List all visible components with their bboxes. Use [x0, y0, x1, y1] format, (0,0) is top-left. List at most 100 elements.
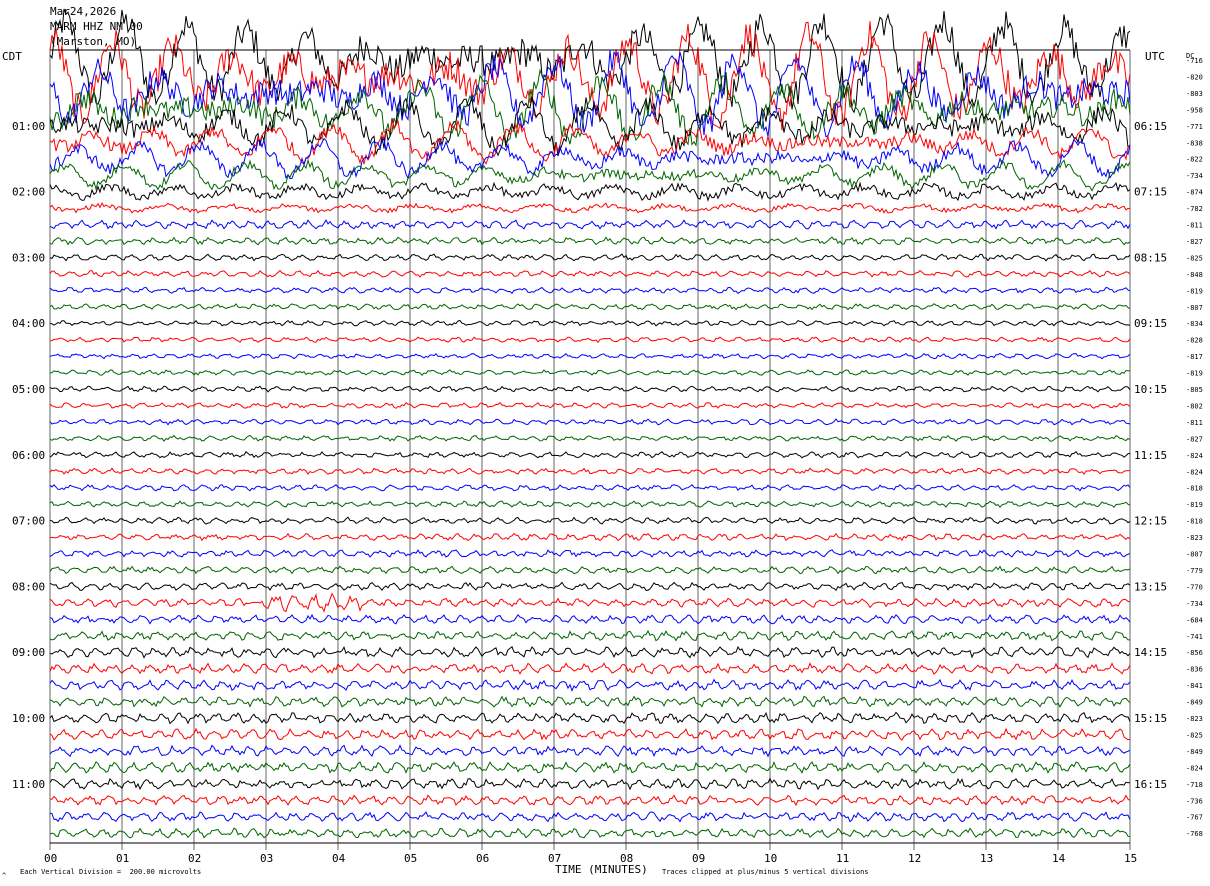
x-tick-09: 09 [692, 852, 705, 865]
right-time-label-07:15: 07:15 [1134, 186, 1167, 199]
trace-line-22 [49, 401, 1131, 409]
trace-line-36 [49, 629, 1131, 642]
minute-gridlines [49, 50, 1131, 850]
scale-note: Each Vertical Division = 200.00 microvol… [20, 868, 201, 876]
dc-offset-34: -734 [1186, 600, 1203, 608]
trace-line-5 [49, 96, 1131, 157]
dc-offset-13: -825 [1186, 254, 1203, 262]
left-time-labels: 01:00 02:00 03:00 04:00 05:00 06:00 07:00 08:00… [12, 120, 45, 791]
right-time-label-08:15: 08:15 [1134, 251, 1167, 264]
trace-line-25 [49, 450, 1131, 459]
dc-offset-25: -824 [1186, 452, 1203, 460]
trace-line-48 [49, 827, 1131, 839]
trace-line-19 [49, 352, 1131, 360]
trace-line-12 [49, 236, 1131, 246]
dc-label: DC [1186, 52, 1194, 60]
trace-line-13 [49, 253, 1131, 262]
dc-offset-38: -836 [1186, 666, 1203, 674]
trace-line-33 [49, 581, 1131, 591]
dc-offset-6: -838 [1186, 139, 1203, 147]
x-tick-12: 12 [908, 852, 921, 865]
trace-line-10 [49, 202, 1131, 214]
trace-line-8 [49, 158, 1131, 192]
x-tick-13: 13 [980, 852, 993, 865]
dc-offset-20: -819 [1186, 370, 1203, 378]
dc-offset-44: -824 [1186, 764, 1203, 772]
left-time-label-07:00: 07:00 [12, 515, 45, 528]
x-axis-ticks: 00 01 02 03 04 05 06 07 08 09 10 11 12 13 14 15 [44, 852, 1137, 865]
left-time-label-01:00: 01:00 [12, 120, 45, 133]
left-zone-label: CDT [2, 50, 22, 63]
seismic-traces [49, 8, 1131, 839]
trace-line-9 [49, 181, 1131, 202]
dc-offset-45: -718 [1186, 781, 1203, 789]
location-label: (Marston, MO) [50, 35, 136, 48]
dc-offset-26: -824 [1186, 468, 1203, 476]
dc-offset-24: -827 [1186, 435, 1203, 443]
dc-offset-32: -779 [1186, 567, 1203, 575]
dc-offset-22: -802 [1186, 402, 1203, 410]
trace-line-3 [49, 50, 1131, 138]
dc-offset-8: -734 [1186, 172, 1203, 180]
dc-offset-labels: -716 -820 -803 -958 -771 -838 -822 -734 -874 -782… [1186, 57, 1203, 838]
trace-line-20 [49, 369, 1131, 376]
dc-offset-15: -819 [1186, 287, 1203, 295]
dc-offset-17: -834 [1186, 320, 1203, 328]
trace-line-30 [49, 532, 1131, 542]
x-tick-05: 05 [404, 852, 417, 865]
dc-offset-28: -819 [1186, 501, 1203, 509]
trace-line-38 [49, 662, 1131, 675]
left-time-label-05:00: 05:00 [12, 383, 45, 396]
left-time-label-02:00: 02:00 [12, 186, 45, 199]
dc-offset-7: -822 [1186, 156, 1203, 164]
trace-line-32 [49, 565, 1131, 575]
trace-line-46 [49, 794, 1131, 807]
dc-offset-35: -684 [1186, 616, 1203, 624]
trace-line-16 [49, 303, 1131, 311]
dc-offset-5: -771 [1186, 123, 1203, 131]
trace-line-47 [49, 811, 1131, 823]
dc-offset-30: -823 [1186, 534, 1203, 542]
x-tick-02: 02 [188, 852, 201, 865]
trace-line-26 [49, 467, 1131, 475]
right-time-labels: 06:15 07:15 08:15 09:15 10:15 11:15 12:15 13:15… [1134, 120, 1167, 791]
station-label: MARM HHZ NM 00 [50, 20, 143, 33]
dc-offset-42: -825 [1186, 731, 1203, 739]
trace-line-15 [49, 286, 1131, 295]
left-time-label-03:00: 03:00 [12, 251, 45, 264]
trace-line-34 [49, 592, 1131, 613]
left-time-label-11:00: 11:00 [12, 778, 45, 791]
trace-line-28 [49, 500, 1131, 509]
trace-line-39 [49, 678, 1131, 692]
trace-line-44 [49, 760, 1131, 774]
dc-offset-39: -841 [1186, 682, 1203, 690]
dc-offset-16: -807 [1186, 304, 1203, 312]
left-time-label-06:00: 06:00 [12, 449, 45, 462]
x-tick-03: 03 [260, 852, 273, 865]
x-tick-01: 01 [116, 852, 129, 865]
left-time-label-04:00: 04:00 [12, 317, 45, 330]
right-time-label-15:15: 15:15 [1134, 712, 1167, 725]
dc-offset-9: -874 [1186, 189, 1203, 197]
right-time-label-10:15: 10:15 [1134, 383, 1167, 396]
left-time-label-10:00: 10:00 [12, 712, 45, 725]
trace-line-24 [49, 434, 1131, 442]
trace-line-45 [49, 777, 1131, 791]
x-tick-14: 14 [1052, 852, 1066, 865]
right-time-label-14:15: 14:15 [1134, 646, 1167, 659]
dc-offset-47: -767 [1186, 814, 1203, 822]
dc-offset-43: -849 [1186, 748, 1203, 756]
dc-offset-4: -958 [1186, 106, 1203, 114]
trace-line-7 [49, 137, 1131, 180]
left-time-label-08:00: 08:00 [12, 580, 45, 593]
trace-line-37 [49, 645, 1131, 659]
trace-line-6 [49, 119, 1131, 165]
clip-note: Traces clipped at plus/minus 5 vertical … [662, 868, 869, 876]
trace-line-27 [49, 484, 1131, 492]
dc-offset-23: -811 [1186, 419, 1203, 427]
dc-offset-37: -856 [1186, 649, 1203, 657]
dc-offset-11: -811 [1186, 222, 1203, 230]
trace-line-21 [49, 385, 1131, 393]
